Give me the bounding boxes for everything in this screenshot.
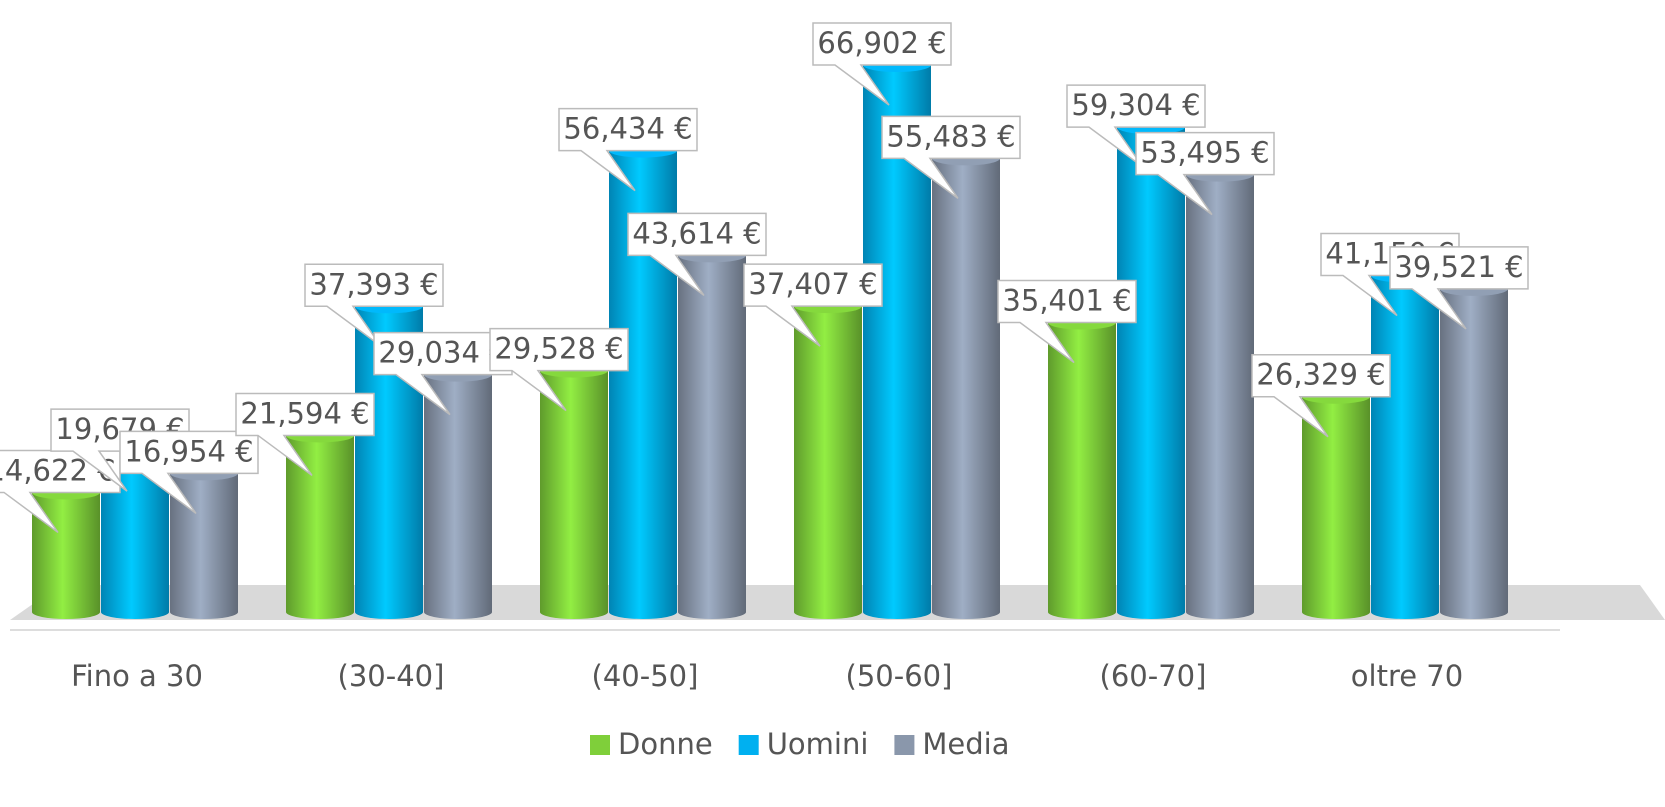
data-label: 53,495 € <box>1140 136 1269 170</box>
data-label: 56,434 € <box>563 112 692 146</box>
data-label-box <box>304 263 444 347</box>
data-label-box <box>489 327 629 412</box>
x-tick-label: oltre 70 <box>1351 659 1463 693</box>
bar <box>170 473 238 619</box>
bar <box>609 150 677 619</box>
bar <box>540 370 608 619</box>
legend-swatch <box>590 735 610 755</box>
bar <box>1302 396 1370 619</box>
data-label: 35,401 € <box>1002 284 1131 318</box>
data-label: 43,614 € <box>632 216 761 250</box>
data-label-box <box>1066 84 1206 168</box>
data-label: 21,594 € <box>240 396 369 430</box>
data-label-box <box>743 263 883 347</box>
bar <box>1048 322 1116 619</box>
data-label: 37,393 € <box>309 267 438 301</box>
data-label: 29,034 € <box>378 336 507 370</box>
data-label-box <box>1135 131 1275 216</box>
data-label-box <box>558 107 698 192</box>
data-label: 26,329 € <box>1256 358 1385 392</box>
data-label: 29,528 € <box>494 332 623 366</box>
data-label: 16,954 € <box>124 434 253 468</box>
bar <box>355 306 423 619</box>
bar <box>1117 127 1185 619</box>
bar <box>1440 288 1508 619</box>
legend-label: Media <box>922 727 1009 761</box>
bar <box>1186 174 1254 619</box>
x-tick-label: (50-60] <box>846 659 953 693</box>
data-label-box <box>119 430 259 514</box>
data-label-box <box>1389 246 1529 330</box>
data-label-box <box>235 392 375 477</box>
data-label-box <box>881 115 1021 199</box>
bar <box>678 255 746 619</box>
data-label: 66,902 € <box>817 26 946 60</box>
legend-swatch <box>894 735 915 755</box>
data-label-box <box>1251 353 1391 438</box>
data-label-box <box>997 279 1137 364</box>
bar <box>286 435 354 619</box>
legend-swatch <box>738 735 759 755</box>
bar <box>932 158 1000 619</box>
legend-label: Uomini <box>767 727 869 761</box>
legend-label: Donne <box>618 727 713 761</box>
x-tick-label: (60-70] <box>1100 659 1207 693</box>
data-label-box <box>812 22 952 106</box>
bar <box>424 374 492 619</box>
x-tick-label: (30-40] <box>338 659 445 693</box>
data-label: 39,521 € <box>1394 250 1523 284</box>
bar <box>1371 275 1439 619</box>
x-tick-label: Fino a 30 <box>71 659 203 693</box>
data-label: 37,407 € <box>748 267 877 301</box>
bar <box>863 65 931 619</box>
x-tick-label: (40-50] <box>592 659 699 693</box>
bar <box>794 306 862 619</box>
data-label: 59,304 € <box>1071 88 1200 122</box>
data-label: 55,483 € <box>886 119 1015 153</box>
data-label-box <box>627 212 767 297</box>
